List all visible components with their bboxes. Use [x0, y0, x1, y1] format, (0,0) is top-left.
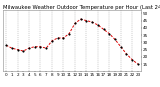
Text: Milwaukee Weather Outdoor Temperature per Hour (Last 24 Hours): Milwaukee Weather Outdoor Temperature pe…: [3, 5, 160, 10]
